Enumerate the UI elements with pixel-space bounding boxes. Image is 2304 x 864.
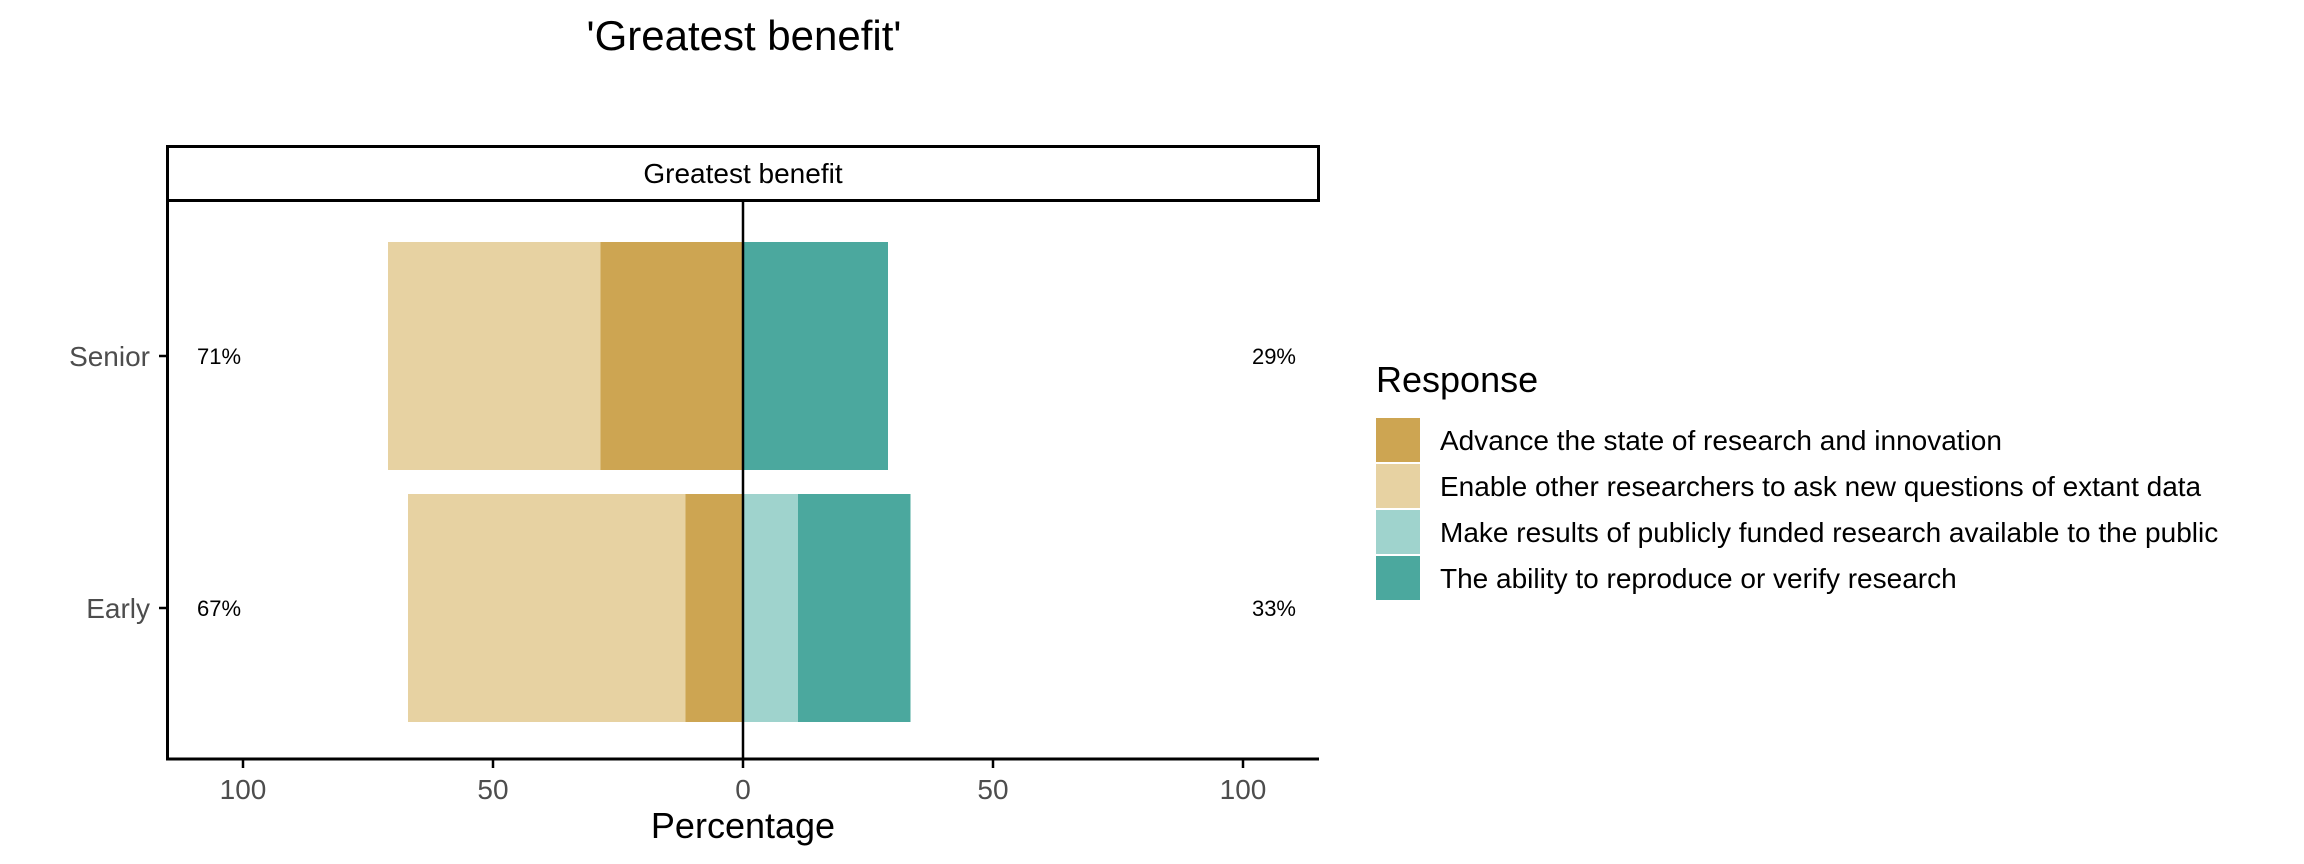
bar-senior-series-4	[743, 242, 888, 470]
bar-senior-series-1	[600, 242, 743, 470]
y-axis: Senior Early	[69, 341, 167, 624]
left-total-senior: 71%	[197, 344, 241, 369]
legend-label-1: Advance the state of research and innova…	[1440, 425, 2002, 456]
totals-layer: 71% 29% 67% 33%	[197, 344, 1296, 621]
y-tick-label-early: Early	[86, 593, 150, 624]
facet-strip	[166, 145, 1320, 202]
legend-title: Response	[1376, 359, 1538, 400]
x-tick-label-3: 50	[977, 774, 1008, 805]
x-tick-label-0: 100	[220, 774, 267, 805]
legend: Response Advance the state of research a…	[1376, 359, 2218, 600]
bars-layer	[388, 242, 911, 722]
right-total-senior: 29%	[1252, 344, 1296, 369]
x-tick-label-2: 0	[735, 774, 751, 805]
legend-swatch-4	[1376, 556, 1420, 600]
x-axis: 100 50 0 50 100	[220, 759, 1267, 805]
x-axis-label: Percentage	[651, 805, 835, 846]
left-total-early: 67%	[197, 596, 241, 621]
legend-swatch-3	[1376, 510, 1420, 554]
legend-label-3: Make results of publicly funded research…	[1440, 517, 2218, 548]
x-tick-label-1: 50	[477, 774, 508, 805]
legend-label-4: The ability to reproduce or verify resea…	[1440, 563, 1957, 594]
bar-early-series-2	[408, 494, 686, 722]
bar-early-series-3	[743, 494, 798, 722]
legend-swatch-1	[1376, 418, 1420, 462]
chart-title: 'Greatest benefit'	[587, 12, 902, 59]
x-tick-label-4: 100	[1220, 774, 1267, 805]
legend-swatch-2	[1376, 464, 1420, 508]
right-total-early: 33%	[1252, 596, 1296, 621]
facet-strip-label: Greatest benefit	[643, 158, 842, 189]
bar-early-series-1	[685, 494, 743, 722]
bar-senior-series-2	[388, 242, 601, 470]
legend-label-2: Enable other researchers to ask new ques…	[1440, 471, 2202, 502]
y-tick-label-senior: Senior	[69, 341, 150, 372]
bar-early-series-4	[798, 494, 911, 722]
